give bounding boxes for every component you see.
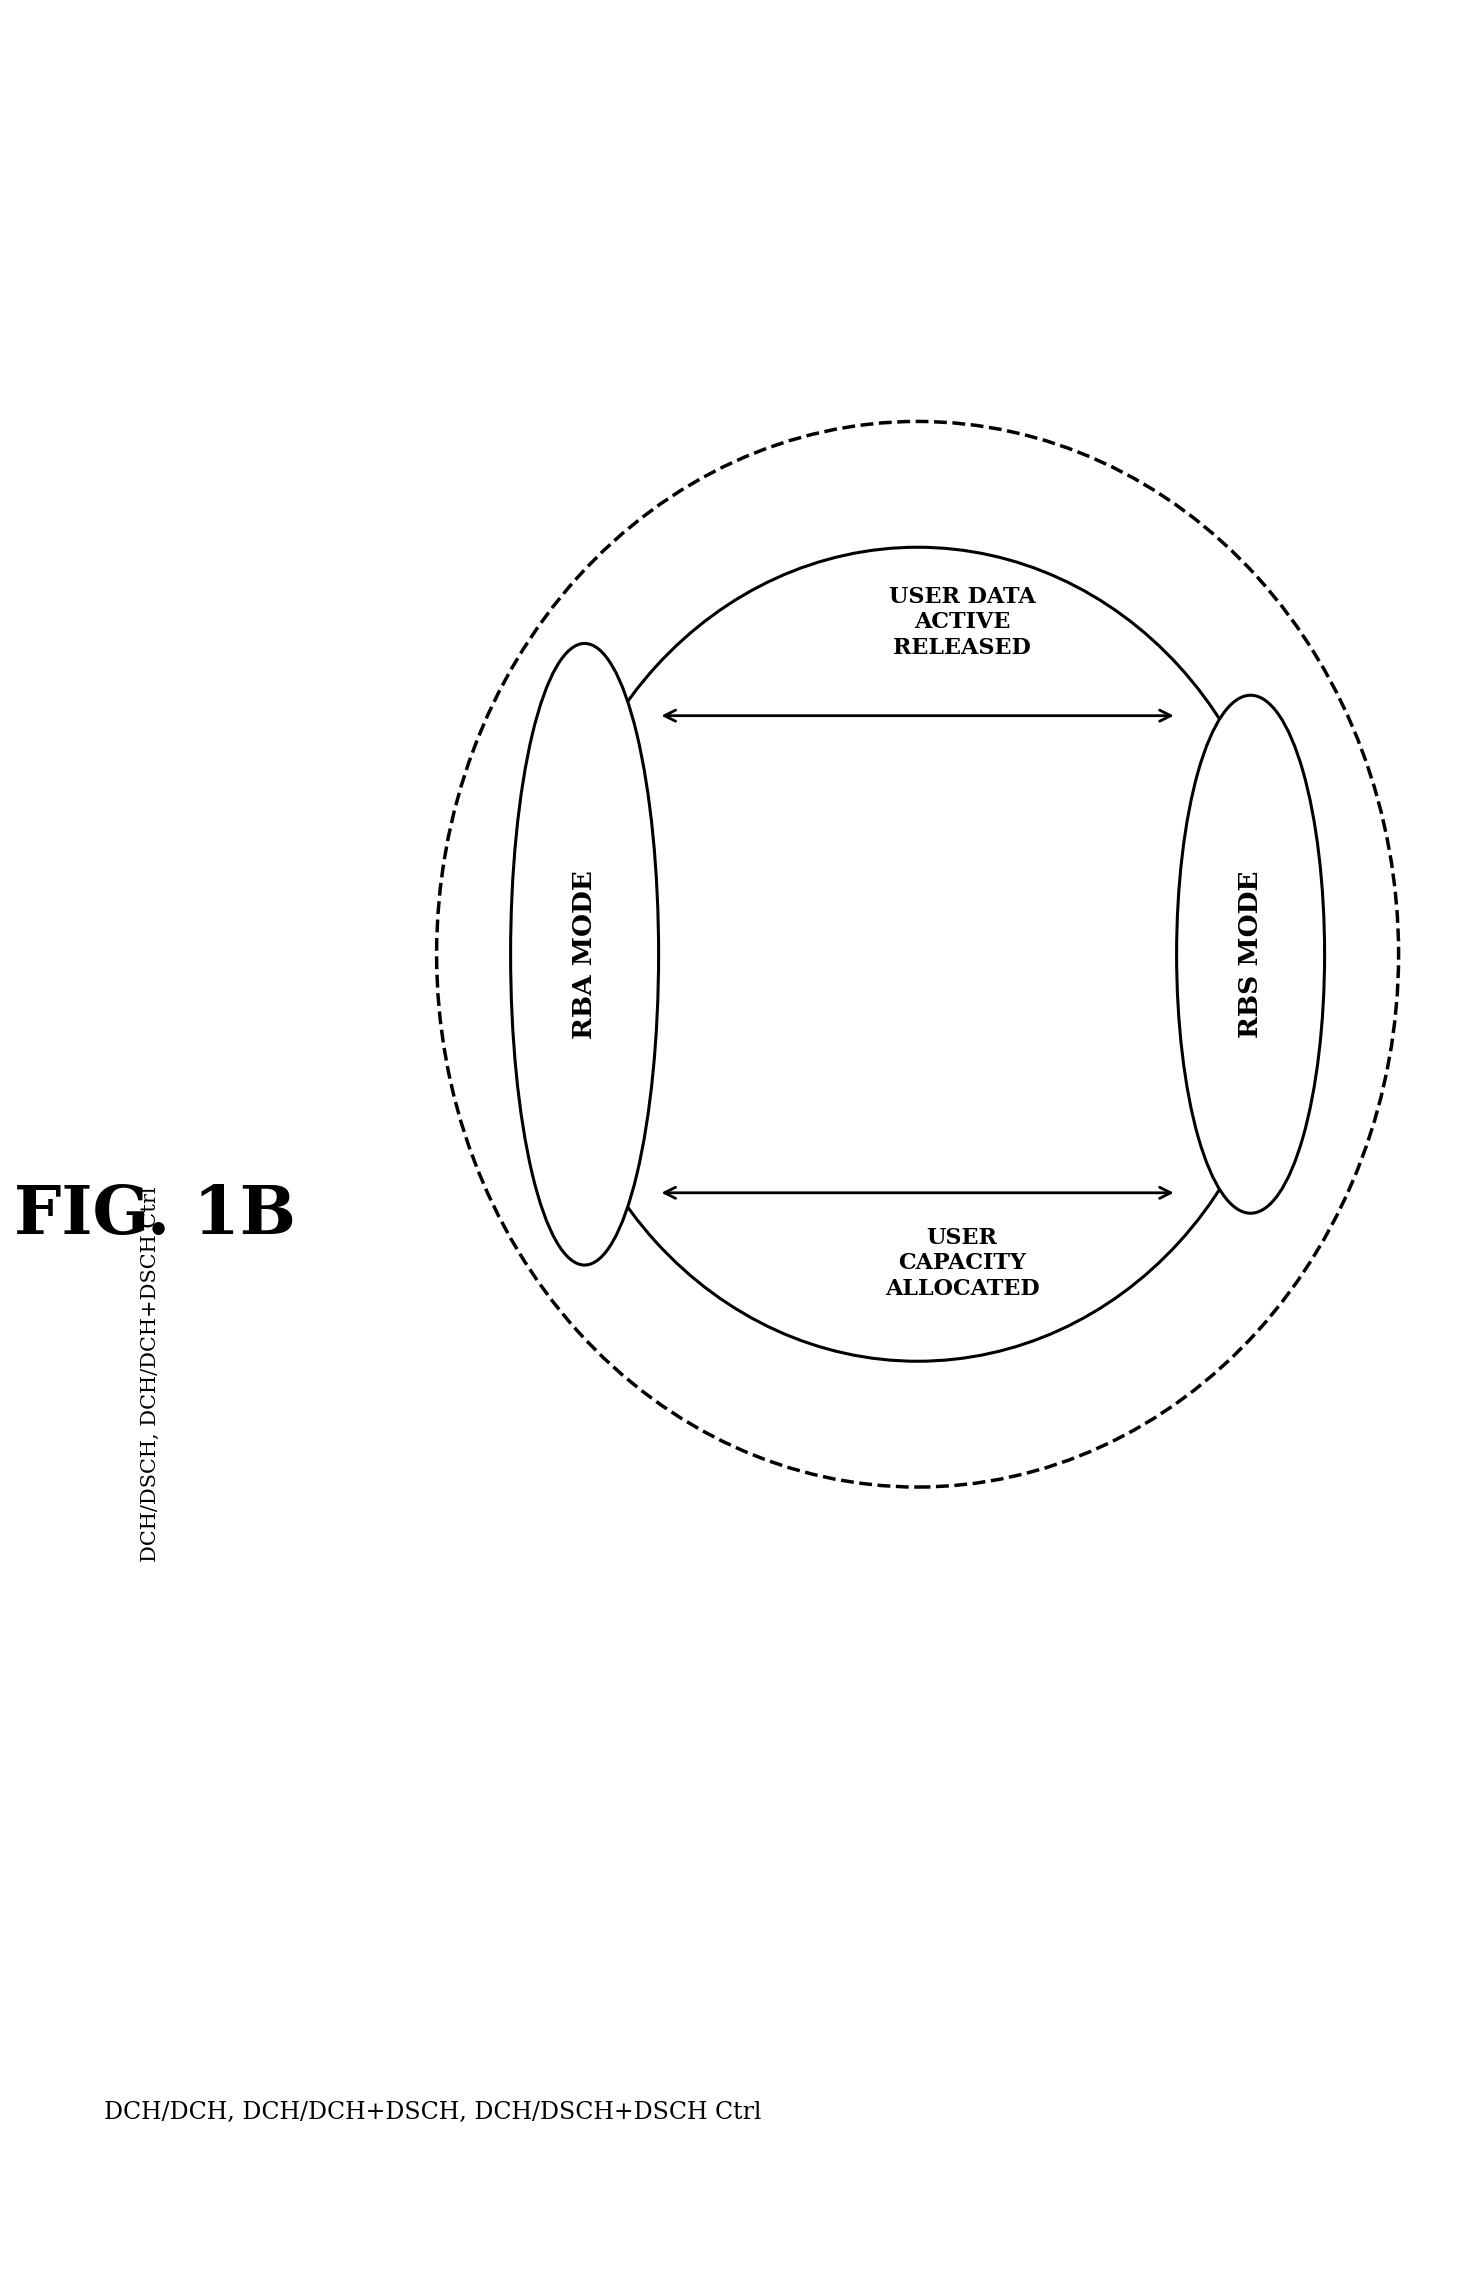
Text: DCH/DSCH, DCH/DCH+DSCH Ctrl: DCH/DSCH, DCH/DCH+DSCH Ctrl: [141, 1186, 160, 1563]
Ellipse shape: [1177, 695, 1325, 1213]
Text: FIG. 1B: FIG. 1B: [15, 1184, 296, 1247]
Text: RBA MODE: RBA MODE: [573, 870, 596, 1038]
Text: USER DATA
ACTIVE
RELEASED: USER DATA ACTIVE RELEASED: [888, 586, 1036, 659]
Text: RBS MODE: RBS MODE: [1239, 870, 1262, 1038]
Ellipse shape: [511, 643, 659, 1266]
Text: USER
CAPACITY
ALLOCATED: USER CAPACITY ALLOCATED: [885, 1227, 1039, 1300]
Text: DCH/DCH, DCH/DCH+DSCH, DCH/DSCH+DSCH Ctrl: DCH/DCH, DCH/DCH+DSCH, DCH/DSCH+DSCH Ctr…: [104, 2102, 761, 2124]
Ellipse shape: [548, 548, 1288, 1361]
